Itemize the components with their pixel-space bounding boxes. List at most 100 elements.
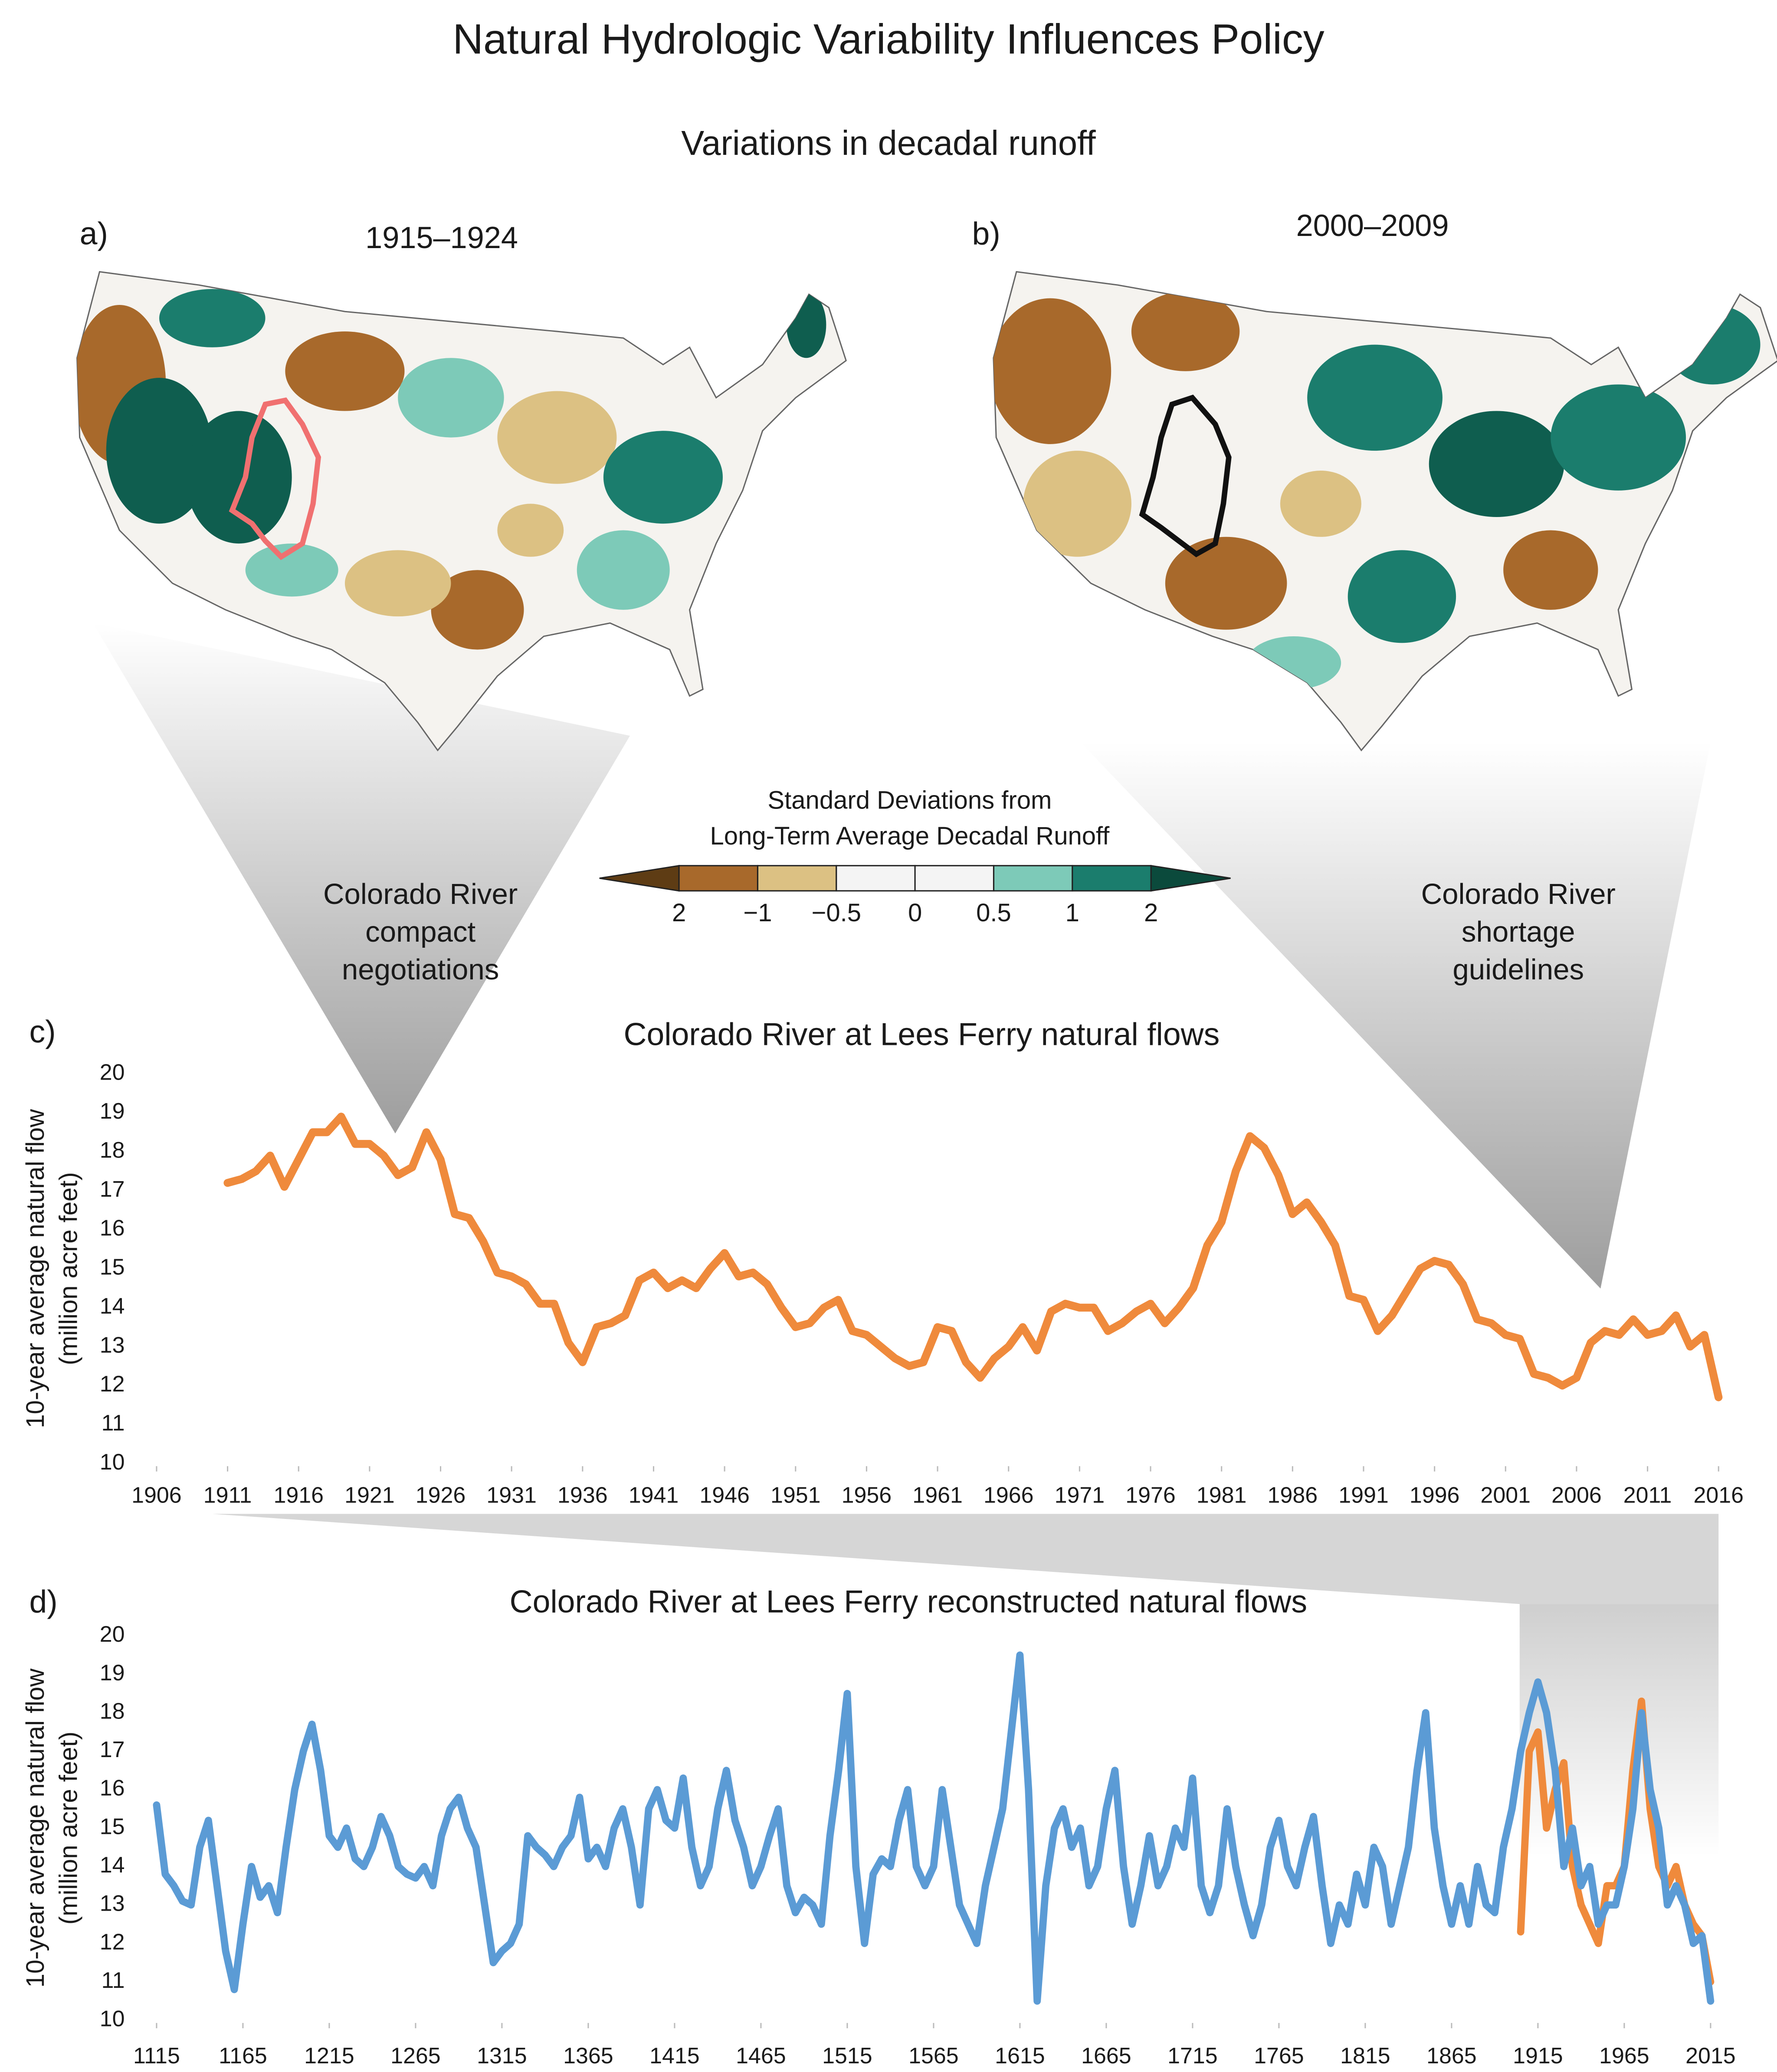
annotation: negotiations [342, 953, 499, 986]
x-tick-label: 2011 [1623, 1483, 1672, 1508]
annotation: compact [365, 916, 475, 948]
x-tick-label: 1911 [203, 1483, 252, 1508]
y-tick-label: 17 [100, 1737, 125, 1762]
x-tick-label: 1966 [984, 1483, 1034, 1508]
funnel [93, 623, 630, 1134]
colorbar-segment [914, 865, 994, 892]
colorbar-label: 1 [1066, 899, 1079, 927]
map-title: 1915–1924 [365, 220, 518, 255]
x-tick-label: 1715 [1167, 2043, 1218, 2069]
x-tick-label: 1991 [1338, 1483, 1389, 1508]
data-line [1517, 1697, 1715, 1986]
x-tick-label: 1265 [390, 2043, 441, 2069]
colorbar-label: 2 [672, 899, 686, 927]
x-tick-label: 1941 [629, 1483, 679, 1508]
y-tick-label: 19 [100, 1099, 125, 1124]
annotation: Colorado River [1421, 878, 1616, 910]
colorbar-tip [599, 864, 680, 892]
x-tick-label: 2006 [1551, 1483, 1602, 1508]
x-tick-label: 1765 [1254, 2043, 1304, 2069]
y-tick-label: 10 [100, 2007, 125, 2032]
colorbar-title: Standard Deviations from [767, 786, 1052, 814]
annotation: guidelines [1452, 953, 1584, 986]
y-tick-label: 14 [100, 1293, 125, 1319]
y-tick-label: 11 [102, 1968, 125, 1993]
panel-label: a) [80, 216, 108, 251]
y-tick-label: 18 [100, 1138, 125, 1163]
colorbar-label: −1 [743, 899, 772, 927]
x-tick-label: 1931 [486, 1483, 537, 1508]
x-tick-label: 1951 [770, 1483, 821, 1508]
colorbar: 2 −1 −0.5 0 0.5 1 2 [599, 864, 1231, 927]
panel-label: c) [30, 1014, 56, 1049]
x-tick-label: 1981 [1197, 1483, 1247, 1508]
x-tick-label: 1916 [273, 1483, 324, 1508]
x-tick-label: 1906 [131, 1483, 182, 1508]
x-tick-label: 1215 [304, 2043, 354, 2069]
data-line [153, 1651, 1715, 2005]
figure-subtitle: Variations in decadal runoff [681, 124, 1096, 162]
x-tick-label: 1946 [699, 1483, 750, 1508]
x-tick-label: 1115 [133, 2043, 180, 2069]
x-tick-label: 1965 [1599, 2043, 1649, 2069]
colorbar-title: Long-Term Average Decadal Runoff [710, 822, 1110, 850]
x-tick-label: 1926 [416, 1483, 466, 1508]
y-tick-label: 16 [100, 1216, 125, 1241]
y-tick-label: 20 [100, 1060, 125, 1085]
colorbar-label: 0 [908, 899, 922, 927]
x-tick-label: 1515 [822, 2043, 872, 2069]
figure-title: Natural Hydrologic Variability Influence… [452, 15, 1324, 63]
chart-title: Colorado River at Lees Ferry natural flo… [624, 1016, 1220, 1052]
y-tick-label: 18 [100, 1699, 125, 1724]
colorbar-label: 2 [1144, 899, 1158, 927]
x-tick-label: 1921 [344, 1483, 395, 1508]
map [76, 271, 847, 752]
x-tick-label: 1315 [477, 2043, 527, 2069]
colorbar-label: 0.5 [976, 899, 1011, 927]
colorbar-segment [1072, 865, 1152, 892]
annotation: Colorado River [323, 878, 518, 910]
colorbar-segment [836, 865, 916, 892]
y-tick-label: 14 [100, 1853, 125, 1878]
map [993, 271, 1777, 752]
x-tick-label: 1365 [563, 2043, 613, 2069]
y-axis-label: 10-year average natural flow [21, 1109, 49, 1428]
x-tick-label: 1615 [995, 2043, 1045, 2069]
colorbar-segment [993, 865, 1073, 892]
chart-title: Colorado River at Lees Ferry reconstruct… [510, 1584, 1307, 1620]
y-axis-label: 10-year average natural flow [21, 1668, 49, 1988]
y-tick-label: 19 [100, 1660, 125, 1686]
y-tick-label: 17 [100, 1177, 125, 1202]
y-tick-label: 15 [100, 1814, 125, 1839]
y-tick-label: 15 [100, 1255, 125, 1280]
x-tick-label: 1415 [649, 2043, 700, 2069]
colorbar-label: −0.5 [811, 899, 861, 927]
y-tick-label: 13 [100, 1891, 125, 1916]
colorbar-segment [678, 865, 758, 892]
x-tick-label: 1971 [1055, 1483, 1105, 1508]
x-tick-label: 1865 [1426, 2043, 1477, 2069]
y-tick-label: 12 [100, 1929, 125, 1954]
x-tick-label: 1915 [1513, 2043, 1563, 2069]
panel-label: d) [30, 1584, 58, 1620]
y-tick-label: 16 [100, 1776, 125, 1801]
y-axis-label: (million acre feet) [55, 1732, 83, 1925]
panel-label: b) [972, 216, 1000, 251]
funnel-band [212, 1514, 1719, 1604]
x-tick-label: 1986 [1268, 1483, 1318, 1508]
x-tick-label: 1815 [1340, 2043, 1390, 2069]
x-tick-label: 1936 [557, 1483, 608, 1508]
y-tick-label: 10 [100, 1450, 125, 1475]
data-line [223, 1113, 1723, 1401]
x-tick-label: 2016 [1693, 1483, 1744, 1508]
y-axis-label: (million acre feet) [55, 1172, 83, 1365]
x-tick-label: 2015 [1685, 2043, 1736, 2069]
x-tick-label: 1956 [842, 1483, 892, 1508]
charts: Colorado River at Lees Ferry natural flo… [21, 1014, 1744, 2069]
x-tick-label: 1976 [1125, 1483, 1176, 1508]
annotation: shortage [1462, 916, 1575, 948]
x-tick-label: 1961 [912, 1483, 963, 1508]
y-tick-label: 13 [100, 1332, 125, 1358]
